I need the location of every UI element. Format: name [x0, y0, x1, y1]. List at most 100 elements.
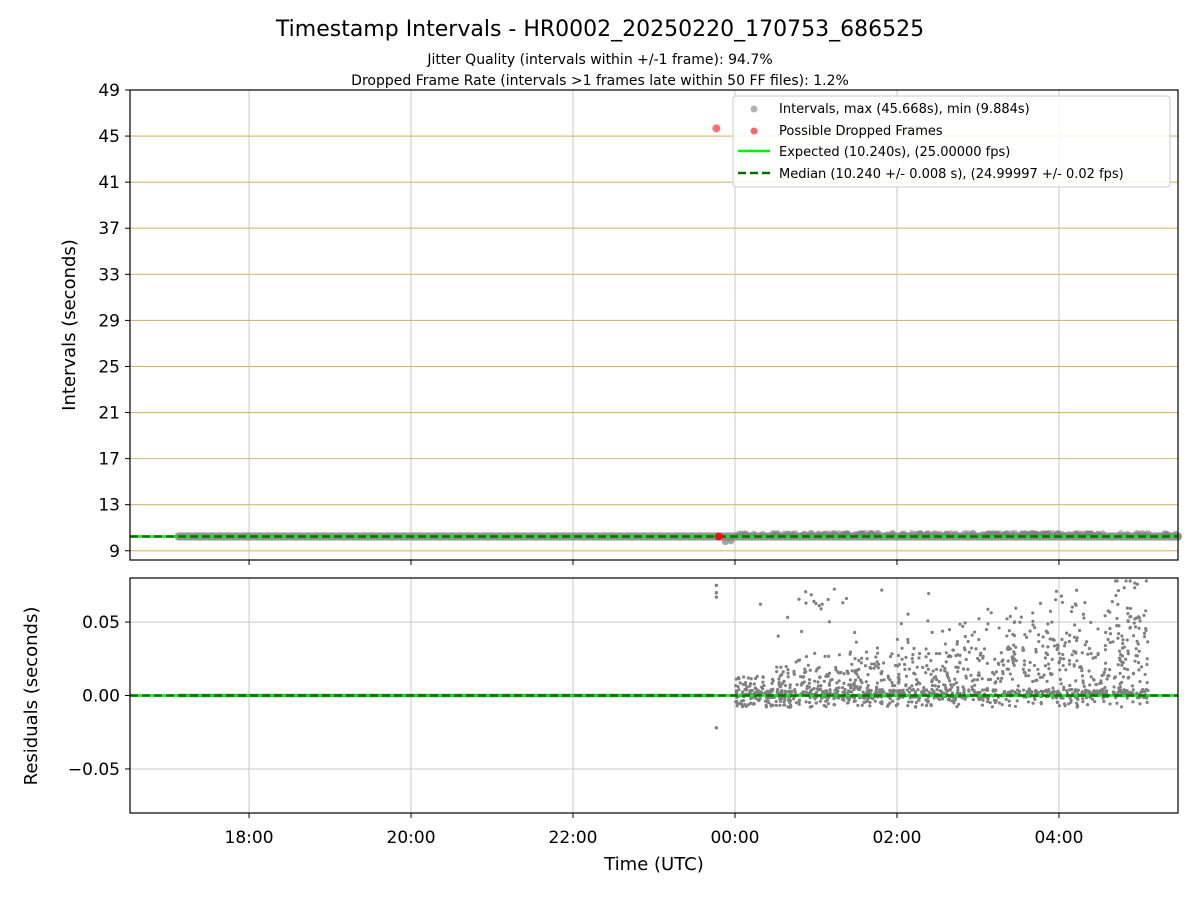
residual-point — [782, 703, 786, 707]
residual-point — [1021, 648, 1026, 652]
residual-point — [1023, 671, 1027, 675]
interval-point — [1117, 530, 1125, 537]
residual-point — [1125, 696, 1129, 700]
residual-point — [1144, 687, 1148, 692]
residual-point — [1128, 579, 1132, 583]
residuals-y-ticks: −0.05 0.00 0.05 — [68, 613, 130, 780]
residual-point — [969, 673, 973, 677]
residual-point — [904, 683, 908, 687]
residual-point — [939, 668, 943, 672]
residual-point — [1006, 667, 1011, 671]
residual-point — [1005, 646, 1009, 651]
residual-point — [761, 680, 765, 684]
residual-point — [1081, 679, 1085, 683]
residual-point — [868, 704, 872, 708]
residual-point — [805, 687, 809, 691]
residual-point — [857, 658, 861, 663]
residual-point — [749, 677, 753, 681]
x-tick-label: 18:00 — [225, 828, 274, 848]
residual-point — [835, 688, 839, 692]
residual-point — [1102, 699, 1106, 704]
residual-point — [1124, 579, 1128, 583]
residual-point — [1103, 661, 1108, 665]
intervals-y-tick-label: 49 — [98, 81, 120, 101]
intervals-axes-frame — [129, 89, 1179, 561]
residual-point — [952, 696, 956, 700]
residual-point — [916, 680, 920, 684]
residual-point — [891, 684, 895, 688]
residual-point — [956, 685, 960, 690]
residual-point — [996, 661, 1000, 665]
residual-point — [820, 689, 825, 694]
residual-point — [788, 686, 792, 690]
residual-point — [958, 660, 962, 664]
residual-point — [947, 628, 952, 632]
residual-point — [1031, 623, 1035, 627]
residual-point — [1012, 663, 1016, 668]
residual-point — [1100, 673, 1104, 678]
x-tick-label: 22:00 — [549, 828, 598, 848]
residual-point — [855, 668, 859, 672]
residual-point — [760, 685, 764, 689]
residual-point — [1046, 645, 1050, 649]
residual-point — [907, 686, 912, 690]
residual-point — [924, 703, 929, 708]
residual-point — [930, 683, 935, 688]
residual-point — [966, 667, 970, 672]
residual-point — [742, 675, 746, 679]
residual-point — [1060, 600, 1065, 605]
residual-point — [847, 683, 851, 687]
residual-point — [1076, 704, 1080, 708]
residual-point — [778, 699, 783, 704]
residual-point — [1008, 672, 1012, 676]
residual-point — [1138, 619, 1142, 623]
residual-point — [988, 701, 992, 705]
residual-point — [1012, 620, 1017, 624]
residual-point — [802, 680, 806, 684]
residual-point — [814, 701, 819, 705]
residual-point — [777, 680, 781, 684]
residual-point — [948, 688, 952, 692]
residual-point — [964, 657, 968, 662]
legend-intervals-label: Intervals, max (45.668s), min (9.884s) — [779, 102, 1030, 117]
residual-point — [994, 699, 998, 703]
residual-point — [1082, 616, 1086, 620]
residual-point — [853, 678, 858, 682]
residual-point — [875, 685, 879, 689]
residual-point — [926, 667, 930, 671]
intervals-y-tick-label: 25 — [98, 357, 120, 377]
residual-point — [1068, 683, 1072, 688]
residual-point — [1056, 644, 1060, 648]
residual-point — [1067, 658, 1072, 663]
residual-point — [819, 607, 823, 611]
residuals-y-axis-label: Residuals (seconds) — [21, 607, 42, 786]
residual-point — [804, 700, 808, 704]
residual-point — [1062, 644, 1067, 648]
residual-point — [1136, 660, 1141, 665]
residual-point — [986, 607, 990, 611]
residual-point — [1043, 664, 1047, 668]
residual-point — [1077, 628, 1082, 633]
residual-point — [1064, 668, 1068, 672]
residual-point — [774, 703, 778, 707]
interval-point — [1022, 530, 1029, 537]
residual-point — [907, 667, 912, 671]
x-tick-label: 04:00 — [1034, 828, 1083, 848]
residual-point — [801, 690, 805, 694]
residual-point — [875, 681, 880, 685]
residual-point — [1080, 690, 1084, 694]
residual-point — [832, 587, 836, 591]
residual-point — [922, 686, 926, 690]
residual-point — [872, 662, 877, 666]
residual-point — [997, 701, 1001, 705]
residual-point — [1106, 637, 1110, 642]
residual-point — [1080, 666, 1084, 670]
residual-point — [1076, 697, 1080, 701]
intervals-y-tick-label: 17 — [98, 450, 120, 470]
residual-point — [1085, 703, 1090, 707]
residual-point — [1037, 639, 1041, 644]
residual-point — [927, 591, 931, 596]
residual-point — [980, 703, 985, 707]
x-tick-label: 00:00 — [710, 828, 759, 848]
residual-point — [986, 622, 990, 626]
